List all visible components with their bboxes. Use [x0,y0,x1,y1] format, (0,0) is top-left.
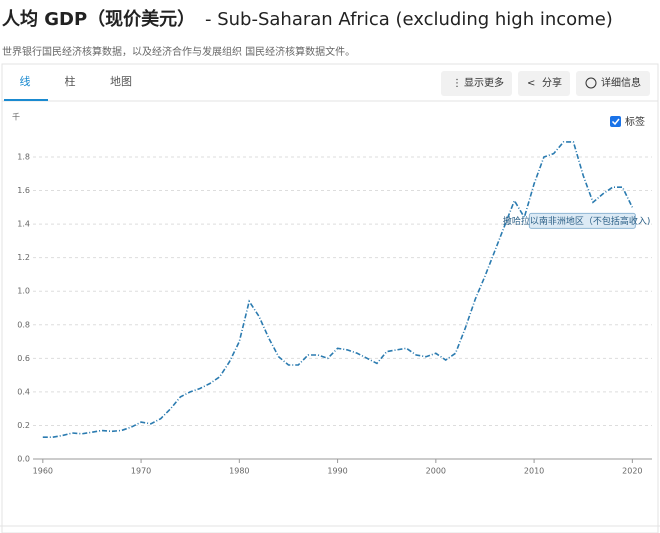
y-tick-label: 1.6 [17,186,30,195]
y-tick-label: 0.6 [17,354,30,363]
y-tick-label: 1.0 [17,287,30,296]
x-tick-label: 2020 [622,467,642,476]
y-tick-label: 0.0 [17,455,30,464]
y-tick-label: 1.8 [17,153,30,162]
subtitle: 世界银行国民经济核算数据，以及经济合作与发展组织 国民经济核算数据文件。 [2,45,355,58]
x-tick-label: 2010 [524,467,544,476]
series-label: 撒哈拉以南非洲地区（不包括高收入) [503,215,651,227]
x-tick-label: 2000 [426,467,446,476]
y-tick-label: 0.8 [17,320,30,329]
button[interactable] [576,71,650,96]
button-label: 显示更多 [464,76,504,89]
button[interactable] [518,71,570,96]
button-label: 详细信息 [601,76,641,89]
x-tick-label: 1990 [327,467,347,476]
series-label-box [528,212,636,229]
tab[interactable]: 线 [20,74,31,88]
checkbox[interactable] [610,116,621,127]
button[interactable] [441,71,512,96]
y-tick-label: 0.2 [17,421,30,430]
title-suffix: - Sub-Saharan Africa (excluding high inc… [205,9,613,30]
y-tick-label: 0.4 [17,387,30,396]
y-tick-label: 1.2 [17,253,30,262]
x-tick-label: 1980 [229,467,249,476]
tab[interactable]: 柱 [65,74,76,88]
button-icon: < [527,78,535,89]
button-icon: ⋮ [452,78,462,89]
checkbox-label: 标签 [625,115,645,128]
x-tick-label: 1970 [131,467,151,476]
y-unit: 千 [12,112,20,122]
series-line [42,141,634,439]
button-label: 分享 [542,76,562,89]
tab-underline [4,99,48,101]
tab[interactable]: 地图 [110,75,132,88]
button-icon [585,77,597,89]
checkmark [611,118,620,126]
panel [1,63,659,533]
title: 人均 GDP（现价美元） [2,8,195,30]
x-tick-label: 1960 [33,467,53,476]
y-tick-label: 1.4 [17,220,30,229]
